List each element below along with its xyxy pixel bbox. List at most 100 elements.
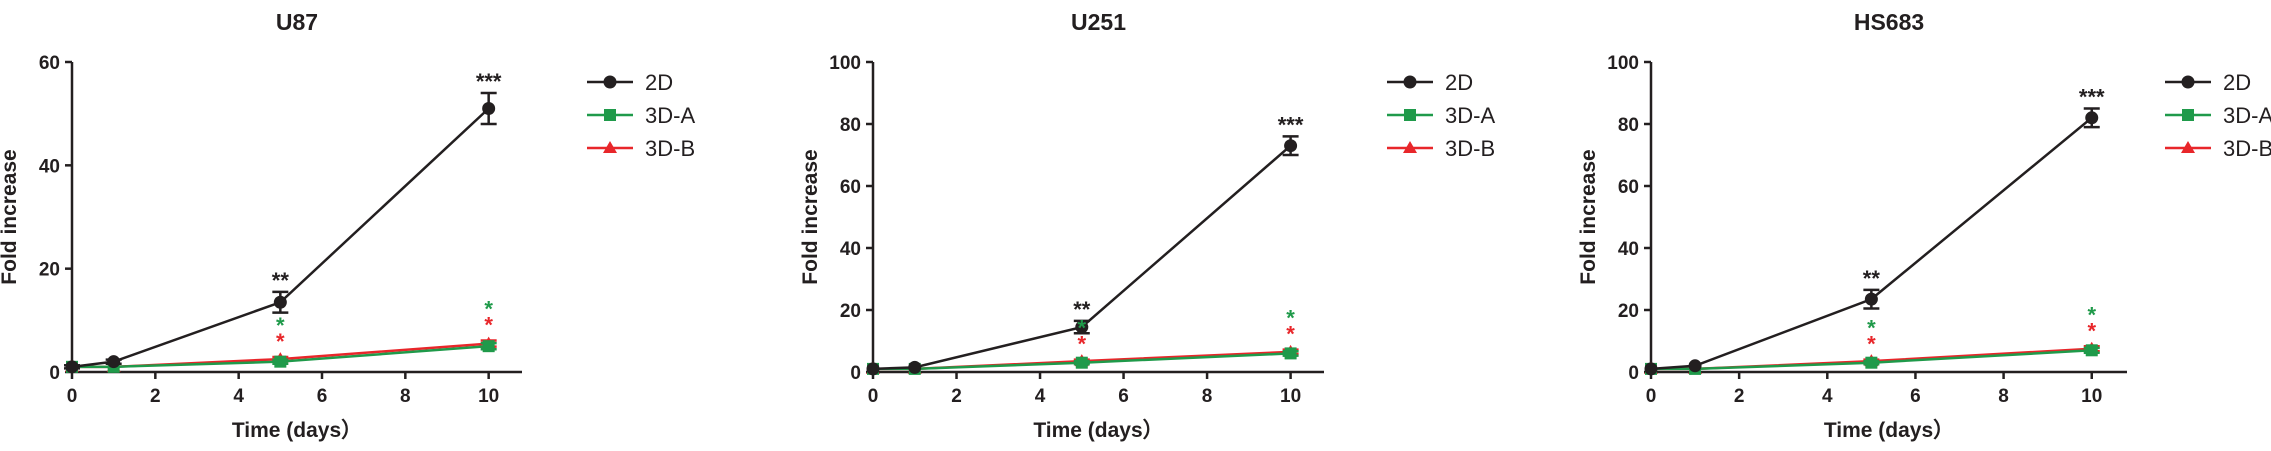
legend-label: 3D-B	[1445, 136, 1495, 161]
legend-label: 3D-B	[645, 136, 695, 161]
data-point	[273, 295, 287, 309]
x-axis-label: Time (days）	[1033, 418, 1163, 442]
y-tick-label: 80	[1618, 115, 1639, 136]
series-line-3d-a	[1651, 349, 2092, 371]
data-point	[1075, 356, 1088, 369]
y-tick-label: 100	[829, 53, 861, 74]
significance-label: *	[2087, 318, 2096, 343]
x-tick-label: 10	[2081, 386, 2102, 407]
data-point	[1644, 362, 1658, 376]
data-point	[1865, 356, 1878, 369]
x-tick-label: 8	[1202, 386, 1213, 407]
x-tick-label: 0	[67, 386, 78, 407]
legend-marker	[604, 109, 616, 121]
data-point	[1075, 320, 1089, 334]
y-tick-label: 100	[1607, 53, 1639, 74]
significance-label: **	[1863, 266, 1881, 291]
y-tick-label: 80	[840, 115, 861, 136]
y-tick-label: 60	[1618, 177, 1639, 198]
legend-marker	[2181, 75, 2195, 89]
significance-label: *	[1286, 322, 1295, 347]
data-point	[2085, 344, 2098, 357]
significance-label: ***	[1278, 112, 1304, 137]
legend-marker	[1403, 75, 1417, 89]
data-point	[908, 360, 922, 374]
significance-label: **	[1073, 297, 1091, 322]
significance-label: *	[2087, 302, 2096, 327]
x-tick-label: 6	[317, 386, 328, 407]
significance-label: *	[484, 312, 493, 337]
y-tick-label: 60	[840, 177, 861, 198]
chart-title: U87	[276, 9, 318, 35]
series-line-2d	[872, 144, 1292, 371]
legend-marker	[2181, 141, 2195, 153]
y-tick-label: 40	[1618, 239, 1639, 260]
chart-title: U251	[1071, 9, 1126, 35]
x-tick-label: 2	[951, 386, 962, 407]
series-2d	[866, 135, 1299, 376]
legend-marker	[1404, 109, 1416, 121]
series-2d	[1644, 107, 2100, 376]
x-tick-label: 6	[1118, 386, 1129, 407]
x-tick-label: 2	[1734, 386, 1745, 407]
x-tick-label: 0	[1646, 386, 1657, 407]
series-2d	[64, 91, 497, 374]
significance-label: ***	[476, 69, 502, 94]
data-point	[65, 360, 79, 374]
significance-label: *	[1286, 306, 1295, 331]
y-tick-label: 20	[39, 260, 60, 281]
x-tick-label: 8	[1998, 386, 2009, 407]
x-tick-label: 8	[400, 386, 411, 407]
legend: 2D 3D-A 3D-B	[1387, 70, 1495, 161]
y-tick-label: 0	[850, 363, 861, 384]
legend-label: 2D	[2223, 70, 2251, 95]
data-point	[482, 340, 495, 353]
significance-label: *	[276, 313, 285, 338]
legend: 2D 3D-A 3D-B	[587, 70, 695, 161]
x-tick-label: 6	[1910, 386, 1921, 407]
data-point	[1284, 139, 1298, 153]
x-tick-label: 10	[1280, 386, 1301, 407]
panel-hs683: HS683 0 20 40 60 80 100 0 2 4 6 8 10 Time (days） Fold …	[1577, 9, 2271, 442]
data-point	[107, 355, 121, 369]
y-tick-label: 40	[840, 239, 861, 260]
chart-title: HS683	[1854, 9, 1924, 35]
significance-label: *	[1078, 332, 1087, 357]
significance-label: *	[1867, 332, 1876, 357]
legend-marker	[603, 141, 617, 153]
x-tick-label: 4	[233, 386, 244, 407]
data-point	[482, 102, 496, 115]
x-tick-label: 4	[1822, 386, 1833, 407]
series-line-2d	[1650, 116, 2093, 371]
panel-u87: U87 0 20 40 60 0 2 4 6 8 10 Time (days） Fold increas…	[0, 9, 695, 442]
x-tick-label: 0	[868, 386, 879, 407]
legend: 2D 3D-A 3D-B	[2165, 70, 2271, 161]
x-tick-label: 10	[478, 386, 499, 407]
y-tick-label: 60	[39, 53, 60, 74]
data-point	[2085, 111, 2099, 125]
y-tick-label: 40	[39, 156, 60, 177]
legend-label: 2D	[1445, 70, 1473, 95]
y-tick-label: 20	[840, 301, 861, 322]
data-point	[1864, 292, 1878, 306]
y-axis-label: Fold increase	[1577, 149, 1600, 284]
data-point	[274, 355, 287, 368]
y-tick-label: 20	[1618, 301, 1639, 322]
x-tick-label: 4	[1035, 386, 1046, 407]
legend-label: 2D	[645, 70, 673, 95]
x-axis-label: Time (days）	[232, 418, 362, 442]
significance-label: *	[1867, 316, 1876, 341]
series-line-3d-a	[72, 344, 489, 369]
data-point	[1688, 359, 1702, 373]
y-axis-label: Fold increase	[799, 149, 822, 284]
data-point	[866, 362, 880, 376]
y-axis-label: Fold increase	[0, 149, 21, 284]
x-tick-label: 2	[150, 386, 161, 407]
legend-label: 3D-B	[2223, 136, 2271, 161]
y-tick-label: 0	[49, 363, 60, 384]
legend-marker	[2182, 109, 2194, 121]
significance-label: *	[1078, 316, 1087, 341]
series-line-2d	[71, 107, 490, 369]
x-axis-label: Time (days）	[1824, 418, 1954, 442]
